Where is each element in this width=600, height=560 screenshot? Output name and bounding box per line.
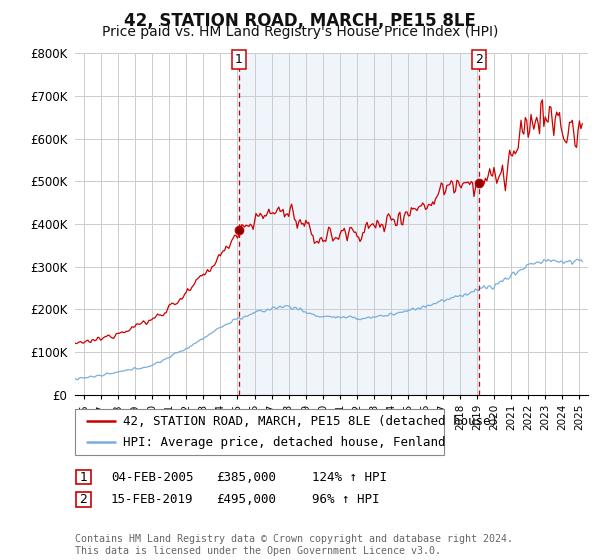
Text: 2: 2 (79, 493, 88, 506)
Text: 124% ↑ HPI: 124% ↑ HPI (312, 470, 387, 484)
Bar (239, 53, 479, 395)
Text: 42, STATION ROAD, MARCH, PE15 8LE (detached house): 42, STATION ROAD, MARCH, PE15 8LE (detac… (123, 415, 498, 428)
Text: Contains HM Land Registry data © Crown copyright and database right 2024.
This d: Contains HM Land Registry data © Crown c… (75, 534, 513, 556)
Text: Price paid vs. HM Land Registry's House Price Index (HPI): Price paid vs. HM Land Registry's House … (102, 25, 498, 39)
Text: HPI: Average price, detached house, Fenland: HPI: Average price, detached house, Fenl… (123, 436, 445, 449)
Text: £385,000: £385,000 (216, 470, 276, 484)
Text: 2: 2 (475, 53, 483, 66)
Text: 1: 1 (79, 470, 88, 484)
Text: £495,000: £495,000 (216, 493, 276, 506)
Text: 04-FEB-2005: 04-FEB-2005 (111, 470, 193, 484)
Text: 1: 1 (235, 53, 243, 66)
Text: 96% ↑ HPI: 96% ↑ HPI (312, 493, 380, 506)
Text: 42, STATION ROAD, MARCH, PE15 8LE: 42, STATION ROAD, MARCH, PE15 8LE (124, 12, 476, 30)
Text: 15-FEB-2019: 15-FEB-2019 (111, 493, 193, 506)
